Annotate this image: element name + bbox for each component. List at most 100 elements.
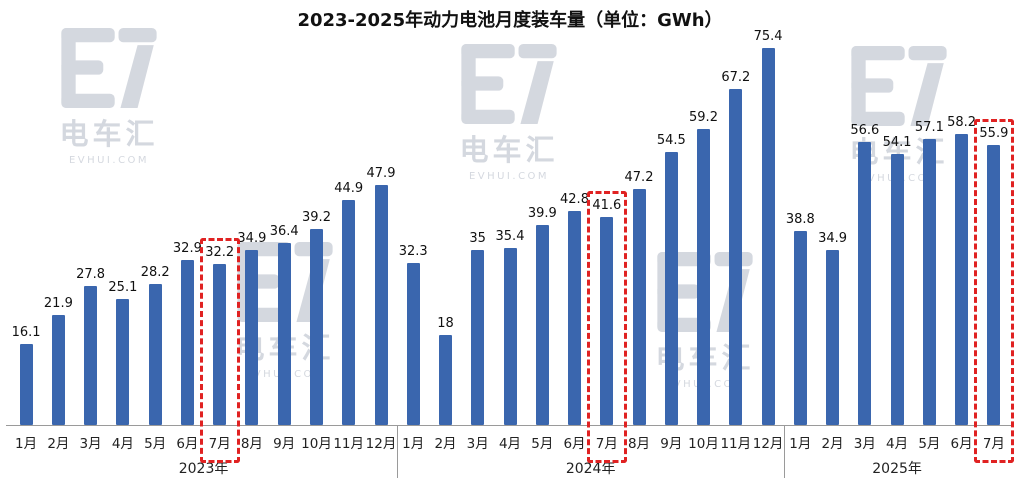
value-label: 16.1 — [11, 325, 41, 340]
value-label: 54.1 — [882, 135, 912, 150]
bar — [342, 200, 356, 425]
value-label: 38.8 — [785, 212, 815, 227]
year-label: 2025年 — [872, 461, 922, 477]
x-tick-label: 7月 — [208, 436, 231, 452]
x-tick-label: 11月 — [720, 436, 752, 452]
group-separator-line — [784, 425, 786, 478]
value-label: 39.9 — [527, 206, 557, 221]
value-label: 39.2 — [302, 210, 331, 225]
x-tick-label: 1月 — [789, 436, 812, 452]
value-label: 57.1 — [914, 120, 944, 135]
x-tick-label: 5月 — [531, 436, 554, 452]
x-tick-label: 2月 — [821, 436, 844, 452]
x-tick-label: 2月 — [47, 436, 70, 452]
group-separator-line — [397, 425, 399, 478]
x-tick-label: 9月 — [660, 436, 683, 452]
bar — [245, 250, 259, 425]
bar — [277, 243, 291, 425]
x-tick-label: 10月 — [688, 436, 719, 452]
x-axis-line — [6, 425, 1014, 426]
bar — [664, 152, 678, 425]
x-tick-label: 12月 — [365, 436, 397, 452]
value-label: 55.9 — [979, 126, 1009, 141]
x-tick-label: 6月 — [950, 436, 973, 452]
x-tick-label: 9月 — [273, 436, 296, 452]
bar — [116, 299, 130, 425]
x-tick-label: 8月 — [240, 436, 263, 452]
x-tick-label: 12月 — [752, 436, 784, 452]
x-tick-label: 5月 — [918, 436, 941, 452]
evhui-logo-icon — [851, 46, 947, 126]
value-label: 75.4 — [753, 29, 783, 44]
value-label: 32.9 — [172, 241, 202, 256]
evhui-logo-icon — [461, 44, 557, 124]
bar — [148, 284, 162, 425]
x-tick-label: 6月 — [563, 436, 586, 452]
x-tick-label: 4月 — [498, 436, 522, 452]
x-tick-label: 4月 — [111, 436, 134, 452]
bar — [632, 189, 646, 425]
x-tick-label: 3月 — [79, 436, 102, 452]
value-label: 32.3 — [398, 244, 428, 259]
bar — [858, 142, 872, 425]
bar — [761, 48, 775, 425]
bar — [568, 211, 581, 425]
watermark-name: 电车汇 — [59, 117, 159, 151]
value-label: 54.5 — [656, 133, 686, 148]
bar — [84, 286, 98, 425]
year-label: 2023年 — [178, 461, 229, 477]
value-label: 34.9 — [237, 231, 267, 246]
value-label: 44.9 — [334, 181, 364, 196]
x-tick-label: 6月 — [176, 436, 199, 452]
value-label: 56.6 — [850, 123, 880, 138]
bar — [374, 185, 388, 425]
bar — [890, 154, 904, 425]
value-label: 27.8 — [76, 267, 106, 282]
value-label: 47.9 — [366, 166, 396, 181]
bar — [987, 145, 1001, 425]
value-label: 47.2 — [624, 170, 654, 185]
bar — [213, 264, 227, 425]
bar — [697, 129, 710, 425]
highlight-box — [199, 238, 240, 463]
value-label: 25.1 — [108, 280, 138, 295]
value-label: 18 — [437, 316, 454, 331]
watermark-site: EVHUI.COM — [468, 171, 550, 182]
value-label: 35 — [469, 231, 486, 246]
bar — [535, 225, 549, 425]
bar — [19, 344, 33, 425]
highlight-box — [973, 119, 1014, 463]
bar — [180, 260, 194, 425]
x-tick-label: 1月 — [15, 436, 38, 452]
value-label: 59.2 — [689, 110, 718, 125]
value-label: 21.9 — [43, 296, 73, 311]
x-tick-label: 3月 — [466, 436, 489, 452]
watermark-name: 电车汇 — [459, 133, 559, 167]
highlight-box — [586, 191, 627, 463]
bar — [600, 217, 614, 425]
value-label: 28.2 — [140, 265, 170, 280]
value-label: 34.9 — [818, 231, 848, 246]
bar — [51, 315, 65, 425]
x-tick-label: 11月 — [333, 436, 365, 452]
x-tick-label: 7月 — [982, 436, 1005, 452]
x-tick-label: 4月 — [886, 436, 909, 452]
bar — [406, 263, 420, 425]
value-label: 67.2 — [721, 70, 751, 85]
value-label: 35.4 — [495, 229, 525, 244]
year-label: 2024年 — [565, 461, 616, 477]
x-tick-label: 5月 — [144, 436, 167, 452]
value-label: 42.8 — [560, 192, 589, 207]
chart-title: 2023-2025年动力电池月度装车量（单位：GWh） — [297, 10, 723, 31]
value-label: 41.6 — [592, 198, 622, 213]
x-tick-label: 3月 — [853, 436, 876, 452]
watermark: 电车汇 EVHUI.COM — [452, 44, 566, 182]
bar — [729, 89, 743, 425]
bar — [503, 248, 517, 425]
bar — [826, 250, 840, 425]
bar — [793, 231, 807, 425]
x-tick-label: 10月 — [301, 436, 332, 452]
watermark-site: EVHUI.COM — [68, 155, 150, 166]
